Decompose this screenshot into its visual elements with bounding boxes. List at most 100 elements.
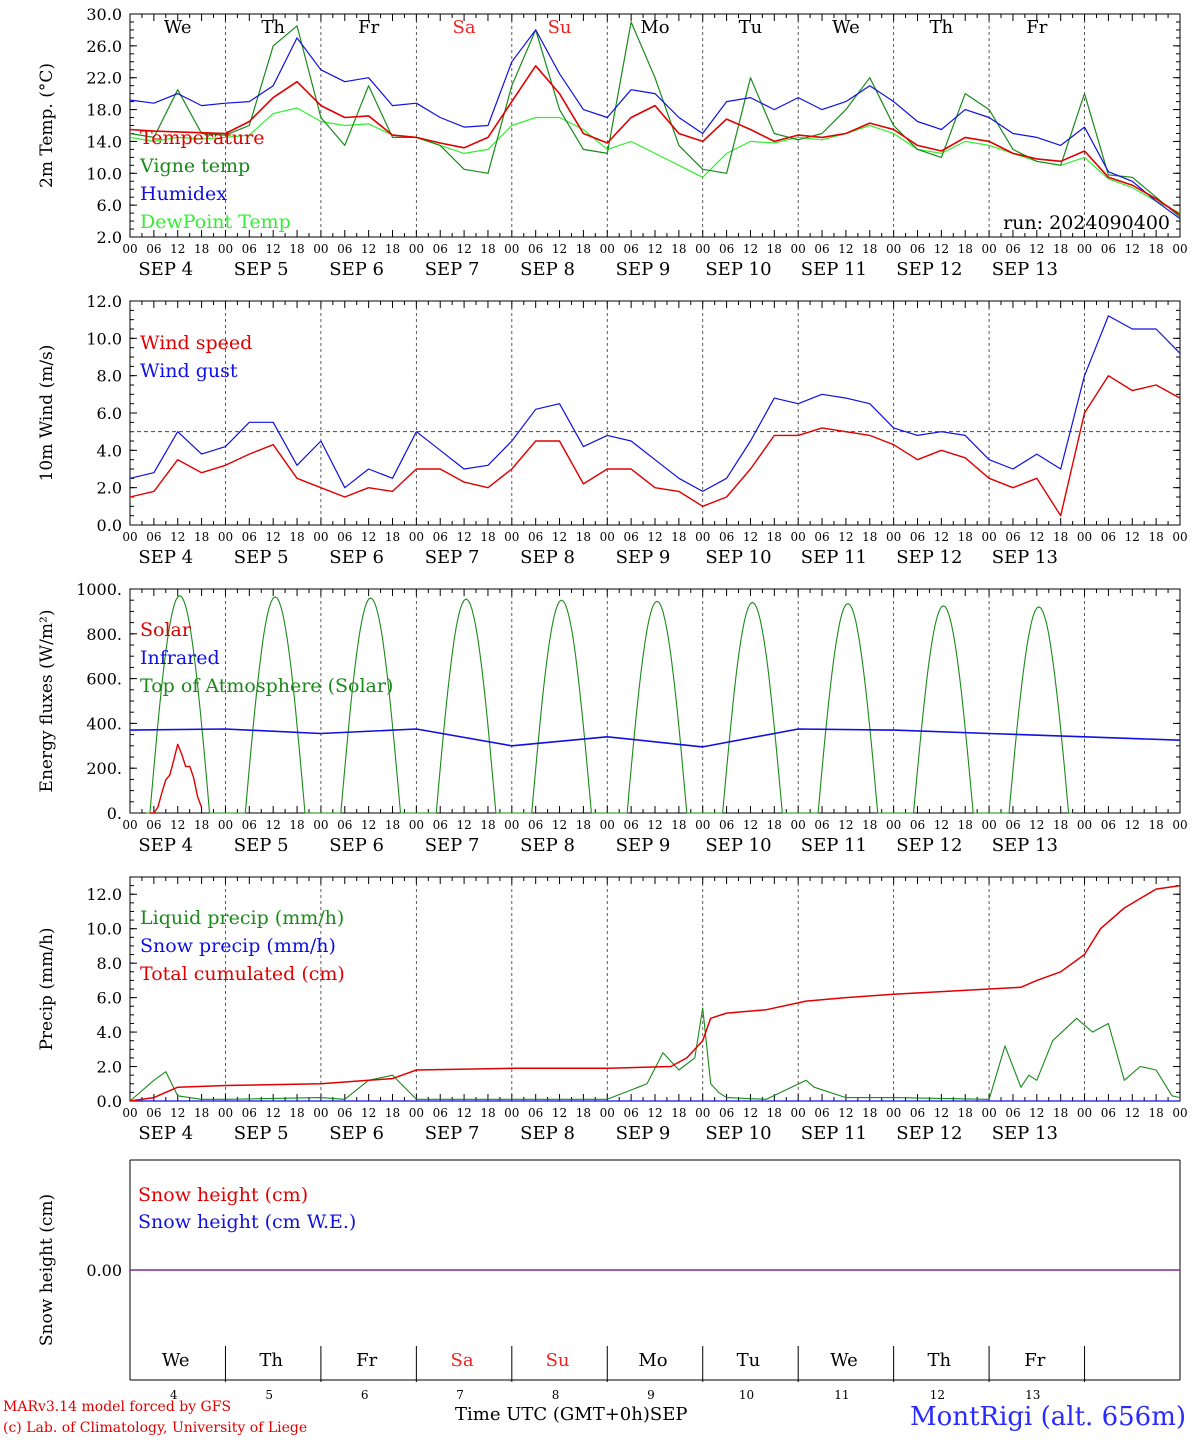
date-label: SEP 8 xyxy=(520,835,575,856)
day-label: Th xyxy=(261,17,285,38)
hour-tick-label: 12 xyxy=(552,530,567,544)
hour-tick-label: 00 xyxy=(981,818,996,832)
day-number-label: 4 xyxy=(170,1388,178,1402)
y-tick-label: 12.0 xyxy=(86,292,122,311)
day-label: Mo xyxy=(640,17,669,38)
hour-tick-label: 12 xyxy=(266,530,281,544)
hour-tick-label: 18 xyxy=(289,242,304,256)
hour-tick-label: 12 xyxy=(456,530,471,544)
day-number-label: 7 xyxy=(456,1388,464,1402)
hour-tick-label: 06 xyxy=(433,242,448,256)
hour-tick-label: 12 xyxy=(170,818,185,832)
hour-tick-label: 00 xyxy=(791,242,806,256)
hour-tick-label: 18 xyxy=(1148,818,1163,832)
date-label: SEP 9 xyxy=(616,547,671,568)
y-tick-label: 2.0 xyxy=(97,228,122,247)
day-number-label: 9 xyxy=(647,1388,655,1402)
hour-tick-label: 12 xyxy=(552,1106,567,1120)
day-number-label: 11 xyxy=(834,1388,849,1402)
hour-tick-label: 06 xyxy=(1005,530,1020,544)
date-label: SEP 6 xyxy=(329,1123,384,1144)
series-toa-solar xyxy=(145,595,1073,814)
day-number-label: 12 xyxy=(930,1388,945,1402)
y-tick-label: 10.0 xyxy=(86,329,122,348)
hour-tick-label: 06 xyxy=(146,1106,161,1120)
hour-tick-label: 06 xyxy=(146,242,161,256)
hour-tick-label: 06 xyxy=(433,1106,448,1120)
legend-entry: Solar xyxy=(140,619,192,641)
hour-tick-label: 00 xyxy=(791,1106,806,1120)
lab-credit: (c) Lab. of Climatology, University of L… xyxy=(3,1420,308,1436)
panel-frame xyxy=(129,588,1181,814)
time-axis-label: Time UTC (GMT+0h)SEP xyxy=(455,1404,687,1425)
hour-tick-label: 00 xyxy=(886,818,901,832)
hour-tick-label: 00 xyxy=(981,530,996,544)
hour-tick-label: 12 xyxy=(743,242,758,256)
hour-tick-label: 00 xyxy=(886,1106,901,1120)
hour-tick-label: 18 xyxy=(385,1106,400,1120)
legend-entry: Snow precip (mm/h) xyxy=(140,935,336,957)
hour-tick-label: 18 xyxy=(1148,1106,1163,1120)
date-label: SEP 13 xyxy=(992,1123,1058,1144)
hour-tick-label: 12 xyxy=(743,818,758,832)
hour-tick-label: 18 xyxy=(385,242,400,256)
y-tick-label: 4.0 xyxy=(97,1023,122,1042)
day-label: Fr xyxy=(1026,17,1047,38)
hour-tick-label: 00 xyxy=(218,530,233,544)
hour-tick-label: 18 xyxy=(480,1106,495,1120)
date-label: SEP 12 xyxy=(896,259,962,280)
date-label: SEP 7 xyxy=(425,1123,480,1144)
series-wind-speed xyxy=(129,375,1181,517)
date-label: SEP 4 xyxy=(138,835,193,856)
series-liquid-precip xyxy=(129,1007,1181,1102)
hour-tick-label: 18 xyxy=(289,818,304,832)
day-label: Th xyxy=(259,1350,283,1371)
y-tick-label: 10.0 xyxy=(86,164,122,183)
day-label: We xyxy=(164,17,192,38)
hour-tick-label: 12 xyxy=(743,1106,758,1120)
hour-tick-label: 00 xyxy=(1172,1106,1187,1120)
date-label: SEP 12 xyxy=(896,1123,962,1144)
hour-tick-label: 12 xyxy=(456,1106,471,1120)
day-label: Th xyxy=(928,1350,952,1371)
hour-tick-label: 06 xyxy=(719,242,734,256)
hour-tick-label: 18 xyxy=(671,1106,686,1120)
date-label: SEP 5 xyxy=(234,1123,289,1144)
hour-tick-label: 12 xyxy=(838,1106,853,1120)
hour-tick-label: 06 xyxy=(1005,1106,1020,1120)
run-label: run: 2024090400 xyxy=(1003,212,1170,234)
hour-tick-label: 18 xyxy=(767,1106,782,1120)
hour-tick-label: 00 xyxy=(695,242,710,256)
hour-tick-label: 06 xyxy=(1101,818,1116,832)
series-dewpoint-temp xyxy=(129,107,1181,214)
hour-tick-label: 12 xyxy=(170,530,185,544)
hour-tick-label: 18 xyxy=(862,530,877,544)
panel-frame xyxy=(129,13,1181,238)
y-tick-label: 4.0 xyxy=(97,441,122,460)
hour-tick-label: 18 xyxy=(480,530,495,544)
date-label: SEP 8 xyxy=(520,547,575,568)
date-label: SEP 13 xyxy=(992,835,1058,856)
hour-tick-label: 00 xyxy=(313,818,328,832)
hour-tick-label: 12 xyxy=(1029,242,1044,256)
hour-tick-label: 06 xyxy=(242,242,257,256)
y-tick-label: 600. xyxy=(86,670,122,689)
series-infrared xyxy=(129,728,1181,748)
day-label: Sa xyxy=(453,17,476,38)
date-label: SEP 5 xyxy=(234,835,289,856)
hour-tick-label: 18 xyxy=(576,818,591,832)
date-label: SEP 7 xyxy=(425,835,480,856)
date-label: SEP 10 xyxy=(705,835,771,856)
hour-tick-label: 06 xyxy=(1005,242,1020,256)
hour-tick-label: 12 xyxy=(647,1106,662,1120)
hour-tick-label: 18 xyxy=(1148,242,1163,256)
hour-tick-label: 06 xyxy=(528,242,543,256)
day-number-label: 8 xyxy=(552,1388,560,1402)
panel-frame xyxy=(129,300,1181,526)
day-label: We xyxy=(162,1350,190,1371)
hour-tick-label: 18 xyxy=(480,818,495,832)
hour-tick-label: 12 xyxy=(361,818,376,832)
hour-tick-label: 06 xyxy=(623,242,638,256)
y-tick-label: 1000. xyxy=(76,580,122,599)
